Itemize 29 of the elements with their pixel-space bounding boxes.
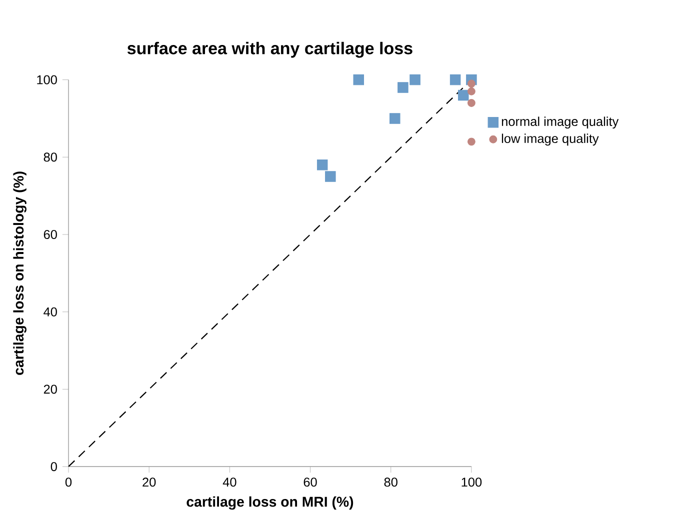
x-tick-label: 20 (142, 478, 156, 487)
y-tick-label: 100 (37, 75, 57, 84)
point (467, 80, 476, 88)
y-tick-label: 80 (44, 152, 57, 162)
y-tick-label: 0 (50, 462, 57, 472)
legend-label: normal image quality (502, 116, 619, 129)
x-tick-label: 100 (462, 478, 482, 487)
chart-title: surface area with any cartilage loss (127, 42, 412, 58)
point (467, 87, 476, 96)
legend-label: low image quality (502, 134, 599, 146)
y-tick-label: 20 (44, 384, 57, 394)
x-axis-title: cartilage loss on MRI (%) (186, 496, 354, 510)
x-tick-label: 40 (222, 478, 236, 487)
y-tick-label: 40 (44, 307, 57, 316)
point (353, 74, 364, 86)
point (325, 171, 336, 182)
point (450, 74, 461, 86)
point (398, 82, 408, 93)
y-axis-title: cartilage loss on histology (%) (13, 172, 26, 375)
x-tick-label: 0 (65, 478, 72, 487)
point (467, 99, 476, 107)
y-tick-label: 60 (44, 230, 57, 240)
point (458, 90, 469, 101)
x-tick-label: 60 (304, 478, 317, 487)
point (390, 113, 400, 124)
point (316, 159, 328, 170)
x-tick-label: 80 (384, 478, 398, 487)
point (467, 138, 476, 146)
point (410, 74, 420, 86)
